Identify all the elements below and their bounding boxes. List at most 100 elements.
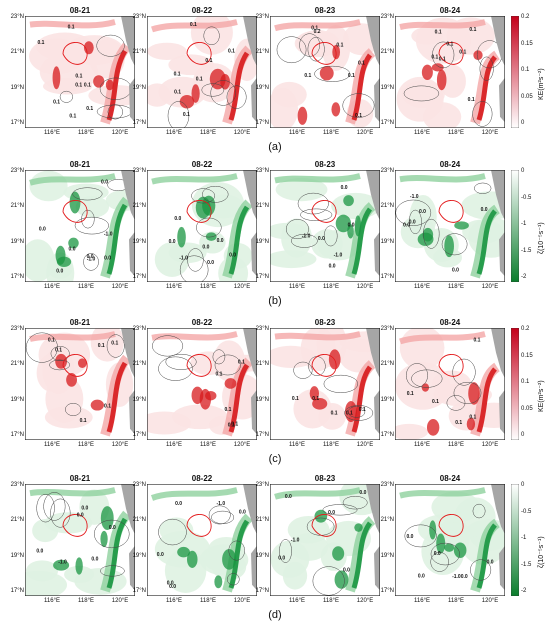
contour-line <box>187 248 204 272</box>
colorbar-label: ζ(10⁻⁵s⁻¹) <box>538 222 545 254</box>
intense-spot <box>444 235 454 258</box>
x-tick-label: 118°E <box>323 442 339 448</box>
panel-frame <box>147 16 257 128</box>
contour-line <box>432 41 455 69</box>
island <box>499 545 505 591</box>
intense-spot <box>297 106 308 125</box>
intense-spot <box>319 66 334 81</box>
contour-label: 0.0 <box>341 185 348 191</box>
subfigure-label: (d) <box>268 609 282 621</box>
x-tick-label: 118°E <box>323 284 339 290</box>
contour-label: 0.0 <box>56 269 63 275</box>
island <box>374 77 380 123</box>
intense-spot <box>209 68 226 90</box>
field-blob <box>275 177 328 202</box>
map-panel: 0.10.10.10.10.10.10.1 <box>395 16 505 128</box>
x-tick-label: 118°E <box>448 284 464 290</box>
y-tick-label: 21°N <box>132 203 146 210</box>
contour-line <box>50 346 70 361</box>
field-blob <box>190 351 227 376</box>
contour-label: 0.0 <box>36 548 43 554</box>
panel-frame <box>25 170 135 282</box>
contour-line <box>314 65 351 82</box>
intense-spot <box>473 50 483 61</box>
contour-label: -1.0 <box>87 256 96 262</box>
contour-line <box>152 335 184 357</box>
contour-line <box>50 498 71 528</box>
contour-label: 0.1 <box>228 422 235 428</box>
panel-frame <box>270 170 380 282</box>
current-core <box>476 55 498 121</box>
north-band <box>29 331 116 342</box>
map-panel: 0.00.0-1.0-1.0 0.00.00.00.0 <box>25 170 135 282</box>
panel-frame <box>270 484 380 596</box>
x-tick-label: 120°E <box>356 284 374 290</box>
north-band <box>151 173 238 185</box>
contour-label: 0.0 <box>403 222 410 228</box>
y-tick-label: 21°N <box>380 49 394 56</box>
field-blob <box>433 247 463 268</box>
contour-line <box>196 217 222 238</box>
land-mass <box>366 484 380 535</box>
contour-line <box>291 234 318 248</box>
contour-label: 0.0 <box>419 209 426 215</box>
eddy-boundary <box>186 42 212 65</box>
contour-label: 0.0 <box>481 207 488 213</box>
eddy-boundary <box>438 200 464 223</box>
contour-line <box>43 492 66 521</box>
eddy-boundary <box>62 514 88 537</box>
contour-label: 0.1 <box>346 411 353 417</box>
field-blob <box>147 83 171 107</box>
island <box>251 545 257 591</box>
y-tick-label: 23°N <box>380 14 394 20</box>
panel-title: 08-22 <box>191 160 213 169</box>
y-tick-label: 17°N <box>10 120 24 126</box>
contour-line <box>212 349 226 365</box>
x-tick-label: 116°E <box>166 130 182 136</box>
contour-line <box>106 334 125 358</box>
panel-title: 08-21 <box>69 6 91 15</box>
y-tick-label: 19°N <box>132 84 146 91</box>
contour-label: 0.0 <box>207 260 214 266</box>
y-tick-label: 17°N <box>10 432 24 438</box>
colorbar-tick: -1 <box>521 221 527 227</box>
x-tick-label: 120°E <box>111 284 129 290</box>
contour-line <box>81 209 95 229</box>
y-tick-label: 17°N <box>380 120 394 126</box>
intense-spot <box>77 358 87 369</box>
panel-title: 08-21 <box>69 474 91 483</box>
field-blob <box>287 515 330 544</box>
y-tick-label: 17°N <box>255 432 269 438</box>
contour-line <box>279 539 292 563</box>
y-tick-label: 21°N <box>132 361 146 368</box>
colorbar <box>511 328 519 440</box>
current-core <box>476 523 498 589</box>
north-band <box>274 331 361 341</box>
north-band <box>29 19 116 29</box>
intense-spot <box>191 84 200 103</box>
contour-label: 0.0 <box>169 239 176 245</box>
contour-label: 0.0 <box>169 584 176 590</box>
x-tick-label: 116°E <box>166 442 182 448</box>
contour-line <box>191 188 216 204</box>
contour-label: 0.0 <box>217 238 224 244</box>
colorbar-tick: 0.1 <box>521 67 530 73</box>
contour-label: 0.0 <box>461 574 468 580</box>
colorbar <box>511 170 519 282</box>
panel-title: 08-23 <box>314 160 336 169</box>
y-tick-label: 21°N <box>255 49 269 56</box>
island <box>129 389 135 435</box>
panel-title: 08-22 <box>191 6 213 15</box>
x-tick-label: 118°E <box>448 130 464 136</box>
y-tick-label: 17°N <box>380 274 394 280</box>
contour-label: 0.1 <box>174 89 181 95</box>
island <box>129 77 135 123</box>
map-panel: 0.0-1.00.00.00.00.0 <box>395 170 505 282</box>
contour-label: 0.0 <box>101 179 108 185</box>
panel-title: 08-24 <box>439 318 461 327</box>
contour-line <box>49 359 70 371</box>
map-panel: 0.1 0.1 0.1 0.1 0.1 <box>270 328 380 440</box>
contour-label: 0.0 <box>406 534 413 540</box>
island <box>251 231 257 277</box>
eddy-boundary <box>62 200 88 223</box>
